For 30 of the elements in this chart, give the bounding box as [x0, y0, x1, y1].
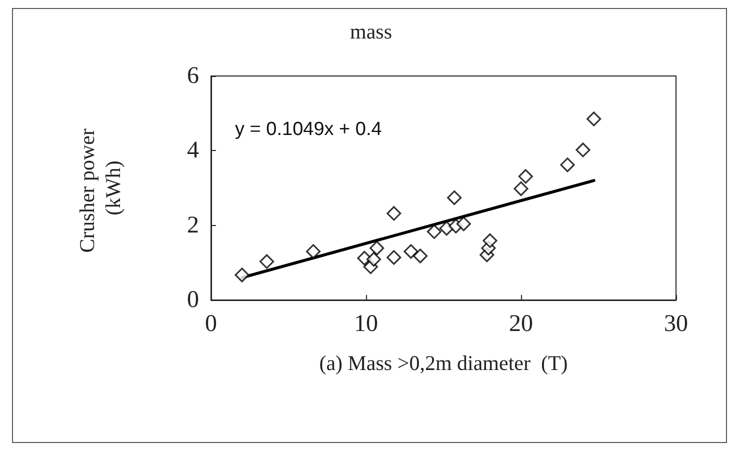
- point: [306, 244, 321, 259]
- point: [514, 181, 528, 196]
- point: [404, 244, 418, 259]
- y-tick-label: 4: [187, 138, 199, 164]
- point: [456, 216, 471, 232]
- point: [386, 250, 402, 265]
- y-axis-title: Crusher power (kWh): [75, 123, 125, 253]
- x-tick-label: 0: [205, 311, 217, 337]
- annotation: y = 0.1049x + 0.4: [235, 119, 382, 140]
- y-tick-label: 2: [187, 212, 199, 238]
- point: [366, 252, 382, 267]
- point: [426, 224, 442, 239]
- point: [447, 190, 462, 206]
- x-tick-label: 30: [664, 311, 688, 337]
- x-tick-label: 10: [354, 311, 378, 337]
- point: [518, 169, 533, 184]
- point: [412, 248, 428, 264]
- point: [234, 268, 250, 282]
- y-tick-label: 6: [187, 63, 199, 89]
- x-axis-title: (a) Mass >0,2m diameter (T): [319, 351, 568, 375]
- point: [386, 206, 402, 221]
- x-tick-label: 20: [509, 311, 533, 337]
- point: [370, 240, 384, 256]
- point: [482, 233, 498, 248]
- chart-title: mass: [350, 20, 392, 44]
- point: [560, 158, 575, 172]
- point: [576, 142, 590, 158]
- point: [586, 112, 602, 126]
- y-tick-label: 0: [187, 287, 199, 313]
- point: [260, 254, 274, 269]
